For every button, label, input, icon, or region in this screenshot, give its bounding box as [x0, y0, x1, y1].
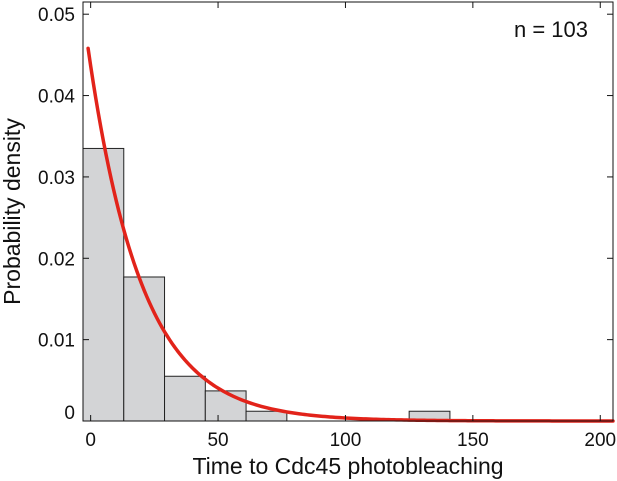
histogram-bar — [204, 390, 247, 422]
y-tick-label: 0.01 — [38, 331, 75, 352]
y-tick-labels: 0 0.01 0.02 0.03 0.04 0.05 — [38, 5, 75, 424]
histogram-bar — [164, 375, 206, 422]
histogram-bars — [82, 147, 451, 422]
y-tick-label: 0.05 — [38, 5, 75, 26]
plot-frame — [82, 1, 614, 422]
y-tick-label: 0.03 — [38, 168, 75, 189]
y-tick-label: 0.04 — [38, 87, 75, 108]
x-tick-label: 0 — [85, 430, 96, 451]
y-tick-label: 0.02 — [38, 249, 75, 270]
histogram-bar — [123, 276, 166, 422]
y-tick-label: 0 — [64, 403, 75, 424]
axis-ticks — [83, 2, 613, 422]
x-tick-labels: 0 50 100 150 200 — [85, 430, 616, 451]
x-tick-label: 100 — [330, 430, 362, 451]
x-tick-label: 50 — [207, 430, 228, 451]
x-axis-label: Time to Cdc45 photobleaching — [192, 453, 503, 479]
exponential-fit-curve — [86, 46, 615, 423]
y-axis-label: Probability density — [0, 118, 25, 305]
sample-size-annotation: n = 103 — [514, 17, 588, 42]
histogram-bar — [245, 410, 288, 422]
histogram-bar — [82, 147, 125, 422]
x-tick-label: 200 — [584, 430, 616, 451]
x-tick-label: 150 — [457, 430, 489, 451]
